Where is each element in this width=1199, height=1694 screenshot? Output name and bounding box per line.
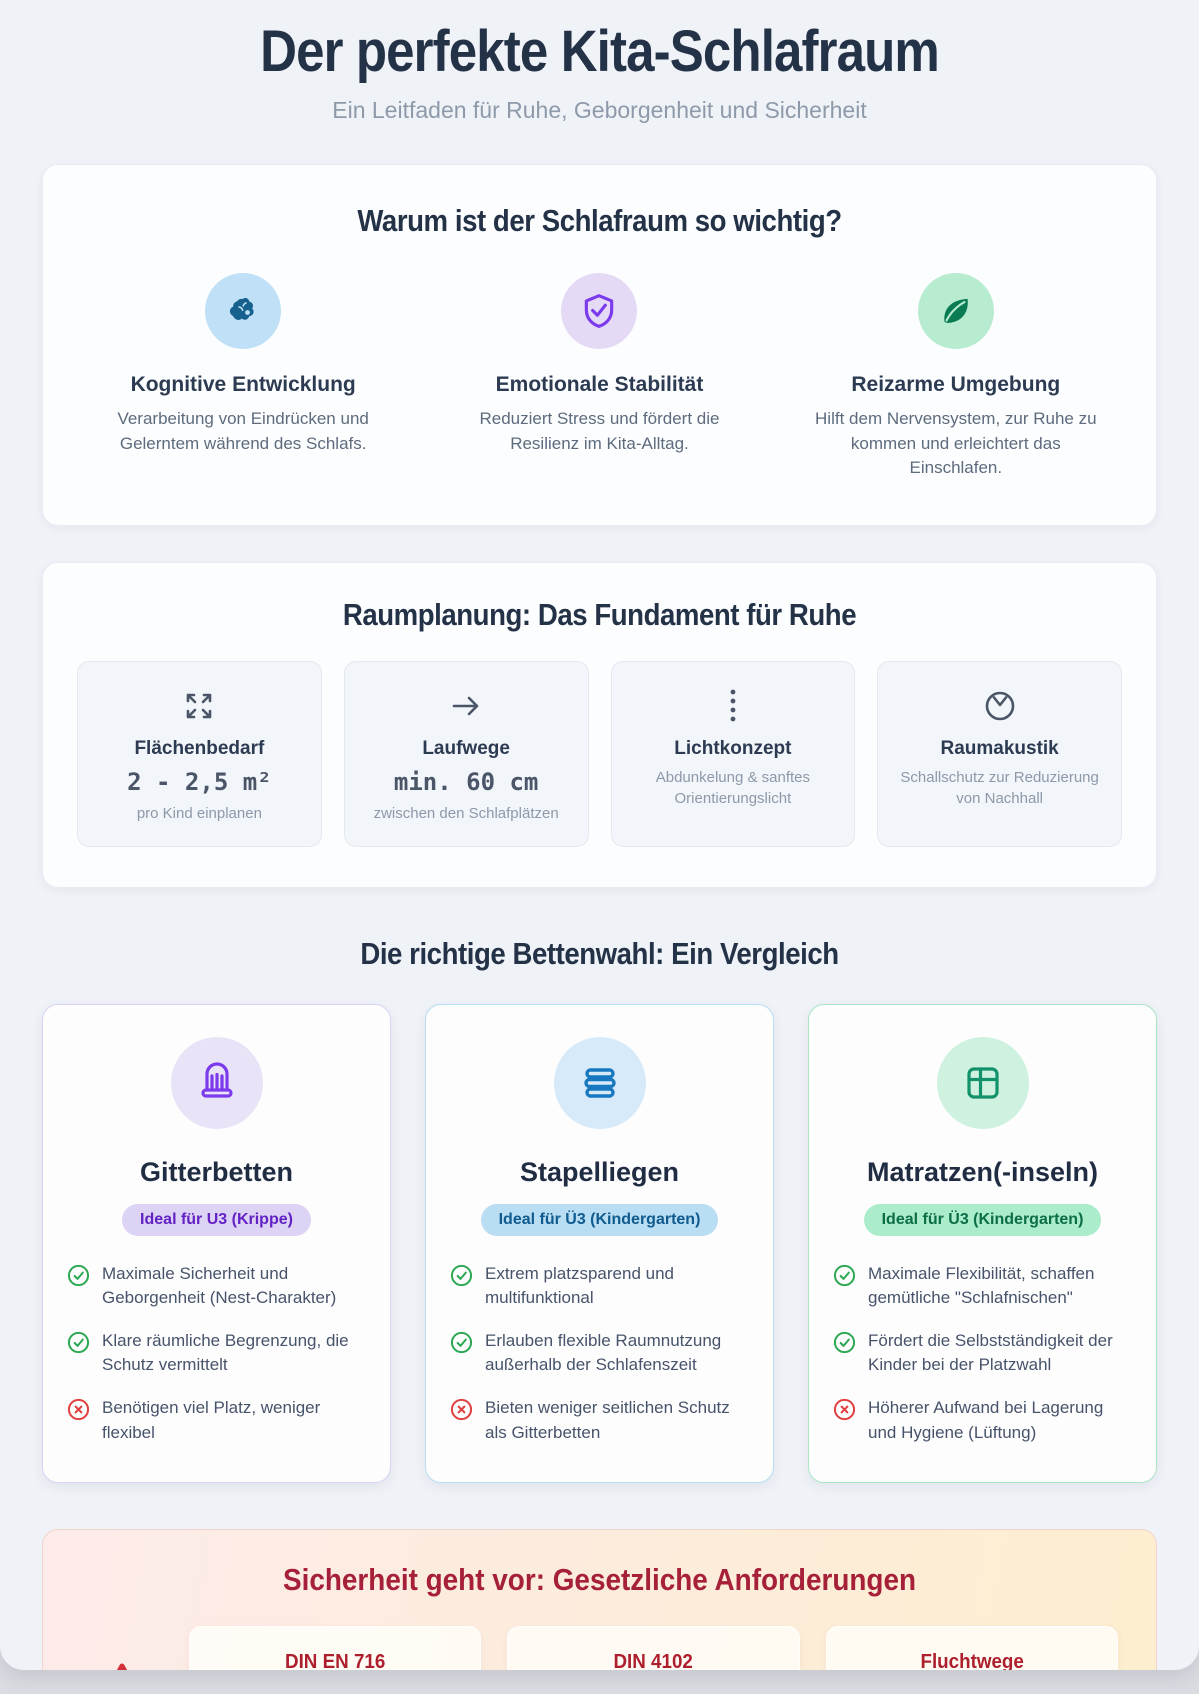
- why-columns: Kognitive Entwicklung Verarbeitung von E…: [87, 273, 1112, 481]
- planning-grid: Flächenbedarf 2 - 2,5 m² pro Kind einpla…: [77, 660, 1122, 847]
- why-item-low-stimulus: Reizarme Umgebung Hilft dem Nervensystem…: [800, 273, 1112, 481]
- bed-card-title: Gitterbetten: [139, 1156, 293, 1187]
- bed-card-points: Extrem platzsparend und multifunktional …: [450, 1262, 749, 1445]
- beds-heading: Die richtige Bettenwahl: Ein Vergleich: [360, 935, 839, 971]
- why-item-title: Reizarme Umgebung: [851, 373, 1061, 396]
- mattress-grid-icon: [936, 1036, 1029, 1129]
- planning-heading: Raumplanung: Das Fundament für Ruhe: [342, 596, 857, 632]
- planning-card-area: Flächenbedarf 2 - 2,5 m² pro Kind einpla…: [77, 660, 322, 847]
- why-heading: Warum ist der Schlafraum so wichtig?: [357, 203, 842, 238]
- bed-point-text: Maximale Sicherheit und Geborgenheit (Ne…: [102, 1263, 337, 1308]
- dots-vertical-icon: [624, 686, 843, 726]
- bed-point-text: Maximale Flexibilität, schaffen gemütlic…: [868, 1263, 1095, 1308]
- bed-point-pro: Extrem platzsparend und multifunktional: [450, 1262, 749, 1310]
- x-circle-icon: [450, 1398, 473, 1421]
- bed-point-text: Extrem platzsparend und multifunktional: [485, 1263, 674, 1308]
- bed-card-badge: Ideal für Ü3 (Kindergarten): [863, 1203, 1102, 1236]
- planning-card-light: Lichtkonzept Abdunkelung & sanftes Orien…: [610, 660, 856, 847]
- planning-card-note: pro Kind einplanen: [136, 804, 262, 822]
- crib-icon: [170, 1036, 263, 1129]
- bed-card-points: Maximale Flexibilität, schaffen gemütlic…: [833, 1262, 1132, 1445]
- why-item-text: Hilft dem Nervensystem, zur Ruhe zu komm…: [815, 409, 1097, 478]
- bed-point-pro: Erlauben flexible Raumnutzung außerhalb …: [450, 1329, 749, 1377]
- planning-card-note: Schallschutz zur Reduzierung von Nachhal…: [900, 768, 1099, 807]
- why-item-title: Emotionale Stabilität: [495, 373, 704, 396]
- planning-card-value: 2 - 2,5 m²: [127, 767, 272, 796]
- why-item-title: Kognitive Entwicklung: [130, 373, 356, 396]
- planning-card-title: Flächenbedarf: [134, 737, 265, 759]
- planning-card-title: Lichtkonzept: [674, 737, 792, 759]
- safety-card-title: DIN 4102: [613, 1650, 694, 1670]
- shield-check-icon: [561, 273, 638, 349]
- check-circle-icon: [450, 1331, 473, 1354]
- bed-point-pro: Klare räumliche Begrenzung, die Schutz v…: [67, 1329, 366, 1377]
- safety-card-din-en-716: DIN EN 716 Sicherheitsnorm für Kinderbet…: [189, 1625, 482, 1670]
- safety-cards: DIN EN 716 Sicherheitsnorm für Kinderbet…: [81, 1625, 1118, 1670]
- planning-card-walkways: Laufwege min. 60 cm zwischen den Schlafp…: [343, 660, 589, 847]
- check-circle-icon: [450, 1264, 473, 1287]
- bed-card-stapelliegen: Stapelliegen Ideal für Ü3 (Kindergarten)…: [425, 1003, 774, 1483]
- acoustic-gauge-icon: [890, 686, 1109, 726]
- beds-cards: Gitterbetten Ideal für U3 (Krippe) Maxim…: [42, 1003, 1157, 1483]
- bed-card-badge: Ideal für U3 (Krippe): [122, 1203, 311, 1236]
- bed-card-points: Maximale Sicherheit und Geborgenheit (Ne…: [67, 1262, 366, 1445]
- page-title: Der perfekte Kita-Schlafraum: [260, 19, 940, 84]
- brain-icon: [205, 273, 282, 349]
- check-circle-icon: [833, 1264, 856, 1287]
- bed-point-pro: Maximale Flexibilität, schaffen gemütlic…: [833, 1262, 1132, 1310]
- warning-triangle-icon: [81, 1658, 163, 1670]
- x-circle-icon: [833, 1398, 856, 1421]
- planning-card-value: min. 60 cm: [393, 767, 539, 796]
- why-item-cognitive: Kognitive Entwicklung Verarbeitung von E…: [87, 273, 399, 481]
- check-circle-icon: [833, 1331, 856, 1354]
- bed-point-con: Bieten weniger seitlichen Schutz als Git…: [450, 1396, 749, 1444]
- bed-point-con: Höherer Aufwand bei Lagerung und Hygiene…: [833, 1396, 1132, 1444]
- leaf-icon: [917, 273, 994, 349]
- safety-heading: Sicherheit geht vor: Gesetzliche Anforde…: [282, 1561, 917, 1597]
- safety-card-din-4102: DIN 4102 Brandschutzauflagen für Materia…: [507, 1625, 800, 1670]
- page-subtitle: Ein Leitfaden für Ruhe, Geborgenheit und…: [332, 97, 867, 123]
- bed-point-con: Benötigen viel Platz, weniger flexibel: [67, 1396, 366, 1444]
- bed-card-badge: Ideal für Ü3 (Kindergarten): [480, 1203, 719, 1236]
- planning-card-note: Abdunkelung & sanftes Orientierungslicht: [655, 768, 811, 807]
- bed-point-text: Benötigen viel Platz, weniger flexibel: [102, 1398, 321, 1442]
- bed-point-text: Bieten weniger seitlichen Schutz als Git…: [485, 1398, 730, 1442]
- check-circle-icon: [67, 1331, 90, 1354]
- planning-card-title: Raumakustik: [940, 737, 1059, 759]
- bed-card-matratzen: Matratzen(-inseln) Ideal für Ü3 (Kinderg…: [808, 1003, 1157, 1483]
- planning-card-acoustics: Raumakustik Schallschutz zur Reduzierung…: [877, 660, 1122, 847]
- why-item-text: Verarbeitung von Eindrücken und Gelernte…: [117, 409, 369, 453]
- why-item-emotional: Emotionale Stabilität Reduziert Stress u…: [443, 273, 755, 481]
- bed-point-pro: Fördert die Selbstständigkeit der Kinder…: [833, 1329, 1132, 1377]
- safety-card-title: Fluchtwege: [920, 1650, 1024, 1670]
- stacked-mats-icon: [553, 1036, 646, 1129]
- section-room-planning: Raumplanung: Das Fundament für Ruhe Fläc…: [42, 561, 1157, 888]
- bed-point-pro: Maximale Sicherheit und Geborgenheit (Ne…: [67, 1262, 366, 1310]
- safety-card-fluchtwege: Fluchtwege Jederzeit freihalten!: [825, 1625, 1118, 1670]
- planning-card-title: Laufwege: [422, 737, 510, 759]
- why-item-text: Reduziert Stress und fördert die Resilie…: [479, 409, 720, 453]
- bed-point-text: Erlauben flexible Raumnutzung außerhalb …: [485, 1331, 722, 1375]
- arrow-right-icon: [357, 686, 576, 726]
- bed-card-title: Matratzen(-inseln): [866, 1156, 1099, 1187]
- bed-point-text: Höherer Aufwand bei Lagerung und Hygiene…: [868, 1398, 1104, 1442]
- safety-card-title: DIN EN 716: [284, 1650, 386, 1670]
- bed-card-gitterbetten: Gitterbetten Ideal für U3 (Krippe) Maxim…: [42, 1003, 391, 1483]
- check-circle-icon: [67, 1264, 90, 1287]
- section-safety: Sicherheit geht vor: Gesetzliche Anforde…: [42, 1528, 1157, 1670]
- expand-arrows-icon: [90, 686, 309, 726]
- bed-point-text: Klare räumliche Begrenzung, die Schutz v…: [102, 1331, 349, 1375]
- x-circle-icon: [67, 1398, 90, 1421]
- bed-point-text: Fördert die Selbstständigkeit der Kinder…: [868, 1331, 1113, 1375]
- section-why-important: Warum ist der Schlafraum so wichtig? Kog…: [42, 164, 1157, 526]
- planning-card-note: zwischen den Schlafplätzen: [373, 804, 559, 822]
- bed-card-title: Stapelliegen: [519, 1156, 680, 1187]
